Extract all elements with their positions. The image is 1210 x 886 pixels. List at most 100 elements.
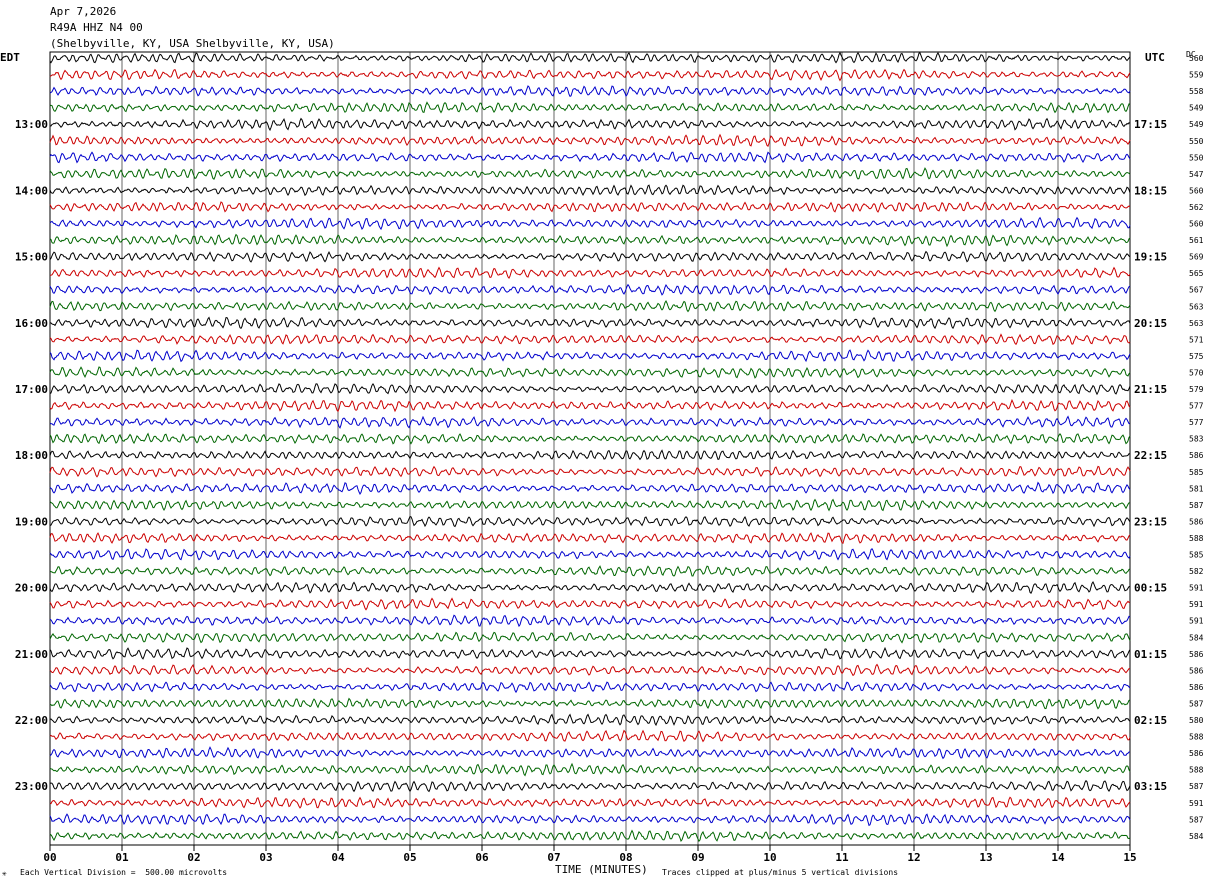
left-hour-label: 23:00 xyxy=(15,780,48,793)
left-hour-label: 20:00 xyxy=(15,582,48,595)
right-hour-label: 03:15 xyxy=(1134,780,1167,793)
footer-corner-glyph: ✳ xyxy=(2,869,7,878)
seismic-trace xyxy=(49,299,1131,313)
x-tick-label: 11 xyxy=(835,851,849,864)
seismic-trace xyxy=(49,746,1131,760)
seismic-trace xyxy=(49,498,1131,512)
seismic-trace xyxy=(49,779,1131,793)
dc-offset-value: 569 xyxy=(1189,253,1204,262)
dc-offset-value: 591 xyxy=(1189,617,1204,626)
right-hour-label: 23:15 xyxy=(1134,515,1167,528)
x-axis-label: TIME (MINUTES) xyxy=(555,863,648,876)
right-hour-label: 17:15 xyxy=(1134,118,1167,131)
dc-offset-header: DC xyxy=(1186,50,1196,59)
seismic-trace xyxy=(49,697,1131,710)
seismic-trace xyxy=(49,333,1131,346)
seismic-trace xyxy=(49,565,1131,577)
seismic-trace xyxy=(49,681,1131,694)
seismic-trace xyxy=(49,465,1131,478)
clip-note: Traces clipped at plus/minus 5 vertical … xyxy=(662,868,899,877)
left-hour-label: 18:00 xyxy=(15,449,48,462)
seismic-trace xyxy=(49,283,1131,296)
seismic-trace xyxy=(49,216,1131,231)
dc-offset-value: 591 xyxy=(1189,600,1204,609)
x-tick-label: 10 xyxy=(763,851,776,864)
dc-offset-value: 560 xyxy=(1189,186,1204,195)
right-timezone-label: UTC xyxy=(1145,51,1165,64)
left-hour-label: 14:00 xyxy=(15,184,48,197)
dc-offset-value: 561 xyxy=(1189,236,1204,245)
seismic-trace xyxy=(49,713,1131,727)
dc-offset-value: 586 xyxy=(1189,666,1204,675)
x-tick-label: 09 xyxy=(691,851,704,864)
seismic-trace xyxy=(49,233,1131,248)
right-hour-label: 20:15 xyxy=(1134,317,1167,330)
x-tick-label: 08 xyxy=(619,851,632,864)
dc-offset-value: 591 xyxy=(1189,584,1204,593)
seismic-trace xyxy=(49,580,1131,595)
dc-offset-value: 586 xyxy=(1189,650,1204,659)
dc-offset-value: 581 xyxy=(1189,484,1204,493)
dc-offset-value: 591 xyxy=(1189,799,1204,808)
right-hour-label: 21:15 xyxy=(1134,383,1167,396)
x-tick-label: 15 xyxy=(1123,851,1136,864)
station-code: R49A HHZ N4 00 xyxy=(50,21,143,34)
dc-offset-value: 565 xyxy=(1189,269,1204,278)
dc-offset-value: 582 xyxy=(1189,567,1204,576)
seismic-trace xyxy=(49,85,1131,97)
station-location: (Shelbyville, KY, USA Shelbyville, KY, U… xyxy=(50,37,335,50)
seismic-trace xyxy=(49,415,1131,429)
seismic-trace xyxy=(49,796,1131,809)
dc-offset-value: 584 xyxy=(1189,633,1204,642)
dc-offset-value: 585 xyxy=(1189,551,1204,560)
left-timezone-label: EDT xyxy=(0,51,20,64)
seismic-trace xyxy=(49,813,1131,827)
dc-offset-value: 587 xyxy=(1189,699,1204,708)
left-hour-label: 21:00 xyxy=(15,648,48,661)
dc-offset-value: 549 xyxy=(1189,120,1204,129)
seismic-trace xyxy=(49,516,1131,528)
dc-offset-value: 586 xyxy=(1189,451,1204,460)
dc-offset-value: 585 xyxy=(1189,468,1204,477)
left-hour-label: 15:00 xyxy=(15,251,48,264)
seismic-trace xyxy=(49,316,1131,330)
dc-offset-value: 550 xyxy=(1189,153,1204,162)
dc-offset-value: 584 xyxy=(1189,832,1204,841)
seismic-trace xyxy=(49,101,1131,114)
x-tick-label: 03 xyxy=(259,851,272,864)
left-hour-label: 13:00 xyxy=(15,118,48,131)
dc-offset-value: 577 xyxy=(1189,402,1204,411)
seismic-trace xyxy=(49,68,1131,82)
seismic-trace xyxy=(49,151,1131,164)
seismic-trace xyxy=(49,631,1131,644)
dc-offset-value: 560 xyxy=(1189,220,1204,229)
plot-date: Apr 7,2026 xyxy=(50,5,117,18)
seismic-trace xyxy=(49,532,1131,544)
seismic-trace xyxy=(49,762,1131,777)
seismic-trace xyxy=(49,349,1131,363)
seismic-trace xyxy=(49,597,1131,611)
seismic-trace xyxy=(49,449,1131,461)
dc-offset-value: 588 xyxy=(1189,733,1204,742)
x-tick-label: 01 xyxy=(115,851,129,864)
dc-offset-value: 586 xyxy=(1189,517,1204,526)
dc-offset-value: 583 xyxy=(1189,435,1204,444)
dc-offset-value: 586 xyxy=(1189,683,1204,692)
dc-offset-value: 588 xyxy=(1189,534,1204,543)
dc-offset-value: 567 xyxy=(1189,286,1204,295)
dc-offset-value: 571 xyxy=(1189,335,1204,344)
dc-offset-value: 570 xyxy=(1189,368,1204,377)
x-tick-label: 07 xyxy=(547,851,560,864)
right-hour-label: 19:15 xyxy=(1134,251,1167,264)
dc-offset-value: 577 xyxy=(1189,418,1204,427)
dc-offset-value: 549 xyxy=(1189,104,1204,113)
left-hour-label: 19:00 xyxy=(15,515,48,528)
left-hour-label: 17:00 xyxy=(15,383,48,396)
plot-frame xyxy=(49,51,1131,846)
x-tick-label: 04 xyxy=(331,851,345,864)
seismic-trace xyxy=(49,663,1131,677)
seismic-trace xyxy=(49,614,1131,628)
dc-offset-value: 575 xyxy=(1189,352,1204,361)
right-hour-label: 22:15 xyxy=(1134,449,1167,462)
